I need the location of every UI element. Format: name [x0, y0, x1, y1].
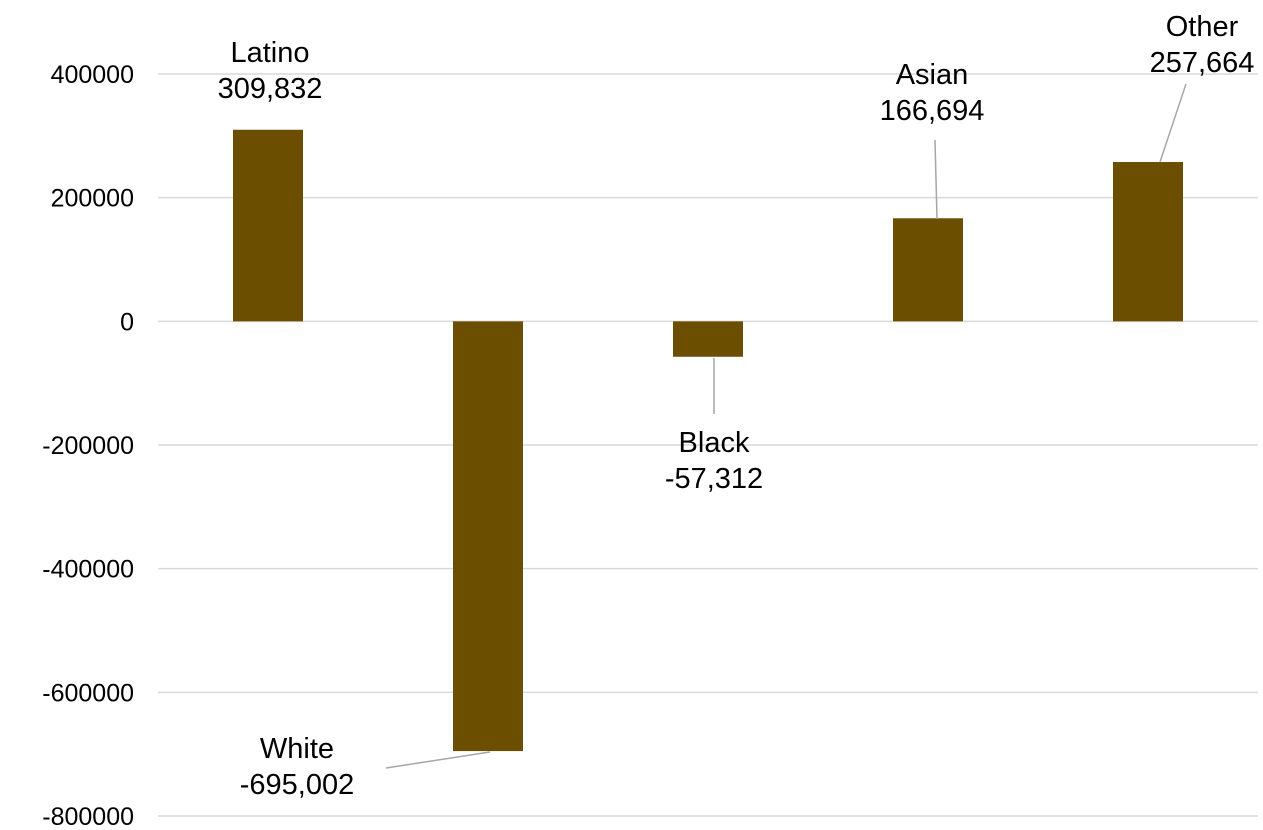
bar-latino [233, 129, 303, 322]
y-axis-tick-labels: 400000 200000 0 -200000 -400000 -600000 -80000… [42, 61, 134, 830]
leader-line [934, 139, 938, 220]
data-label-value: 257,664 [1150, 47, 1255, 79]
y-tick-label: -200000 [42, 432, 134, 460]
leader-line [385, 751, 491, 769]
data-label-value: 309,832 [218, 73, 323, 105]
y-tick-label: -800000 [42, 803, 134, 830]
data-label-category: Latino [230, 37, 309, 69]
bar-black [673, 321, 743, 357]
data-label-category: Other [1166, 11, 1239, 43]
y-tick-label: 400000 [51, 61, 134, 89]
leader-line [1159, 83, 1187, 163]
y-tick-label: -400000 [42, 556, 134, 584]
data-label-value: 166,694 [880, 95, 985, 127]
bar-other [1113, 162, 1183, 322]
bars [233, 129, 1183, 752]
y-tick-label: 200000 [51, 185, 134, 213]
data-label-category: Asian [896, 59, 969, 91]
bar-asian [893, 218, 963, 322]
bar-white [453, 321, 523, 752]
y-tick-label: 0 [120, 308, 134, 336]
y-tick-label: -600000 [42, 679, 134, 707]
label-leader-lines [385, 83, 1187, 769]
data-label-category: White [260, 733, 334, 765]
data-label-value: -695,002 [240, 769, 355, 801]
data-label-category: Black [679, 427, 750, 459]
data-label-value: -57,312 [665, 463, 763, 495]
data-labels: Latino 309,832 White -695,002 Black -57,312 As… [218, 11, 1255, 801]
